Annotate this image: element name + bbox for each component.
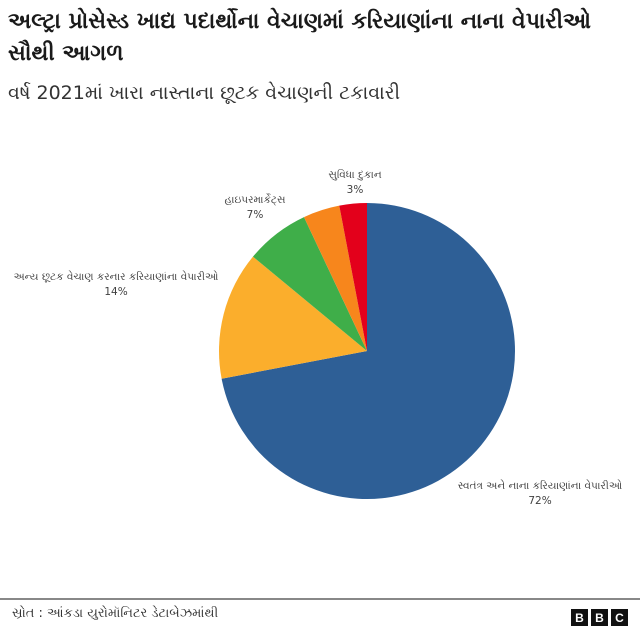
slice-label: અન્ય છૂટક વેચાણ કરનાર કરિયાણાંના વેપારીઓ xyxy=(13,271,219,283)
bbc-logo: B B C xyxy=(571,609,628,626)
slice-value: 72% xyxy=(528,495,552,507)
pie-slice-0 xyxy=(221,203,515,499)
slice-value: 14% xyxy=(104,286,128,298)
chart-subtitle: વર્ષ 2021માં ખારા નાસ્તાના છૂટક વેચાણની … xyxy=(8,82,401,104)
slice-label: હાઇપરમાર્કેટ્સ xyxy=(224,194,286,206)
slice-value: 3% xyxy=(346,184,364,196)
pie-slice-3 xyxy=(303,205,367,351)
label-other-grocery-retailers: અન્ય છૂટક વેચાણ કરનાર કરિયાણાંના વેપારીઓ… xyxy=(0,270,232,300)
logo-letter: B xyxy=(591,609,608,626)
label-independent-grocers: સ્વતંત્ર અને નાના કરિયાણાંના વેપારીઓ 72% xyxy=(440,479,640,509)
footer-divider xyxy=(0,598,640,600)
chart-title: અલ્ટ્રા પ્રોસેસ્ડ ખાદ્ય પદાર્થોના વેચાણમ… xyxy=(8,9,592,66)
pie-slice-4 xyxy=(339,203,367,351)
pie-slice-2 xyxy=(252,217,367,351)
logo-letter: C xyxy=(611,609,628,626)
slice-label: સુવિધા દુકાન xyxy=(328,169,382,181)
source-note: સ્રોત : આંકડા યુરોમૉનિટર ડેટાબેઝમાંથી xyxy=(12,606,219,621)
label-convenience-stores: સુવિધા દુકાન 3% xyxy=(300,168,410,198)
logo-letter: B xyxy=(571,609,588,626)
label-hypermarkets: હાઇપરમાર્કેટ્સ 7% xyxy=(200,193,310,223)
slice-value: 7% xyxy=(246,209,264,221)
slice-label: સ્વતંત્ર અને નાના કરિયાણાંના વેપારીઓ xyxy=(457,480,623,492)
pie-slice-1 xyxy=(219,256,367,379)
